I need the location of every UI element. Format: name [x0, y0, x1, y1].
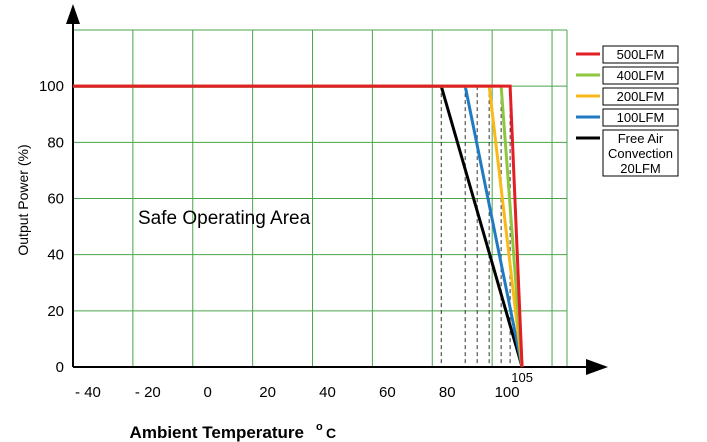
legend-box — [602, 108, 679, 127]
axes — [66, 4, 608, 375]
x-axis-arrow — [586, 359, 608, 375]
x-tick-label: 40 — [319, 384, 336, 401]
x-tick-label: 60 — [379, 384, 396, 401]
x-end-label: 105 — [511, 370, 533, 385]
y-axis-label: Output Power (%) — [15, 144, 31, 255]
safe-operating-area-label: Safe Operating Area — [138, 208, 311, 229]
y-tick-label: 0 — [56, 359, 64, 376]
y-tick-label: 80 — [47, 134, 64, 151]
legend-box — [602, 129, 679, 177]
legend-label: 200LFM — [617, 89, 665, 104]
x-tick-label: - 40 — [75, 384, 101, 401]
legend-label: Convection — [608, 146, 673, 161]
x-tick-label: 0 — [204, 384, 212, 401]
legend: 500LFM 400LFM 200LFM 100LFM Free AirConvecti… — [576, 45, 679, 177]
x-axis-unit-superscript: o — [316, 421, 323, 433]
y-axis-arrow — [66, 4, 80, 24]
legend-label: 400LFM — [617, 68, 665, 83]
x-axis-label: Ambient Temperature — [130, 423, 304, 442]
x-tick-label: 100 — [495, 384, 520, 401]
y-tick-label: 40 — [47, 247, 64, 264]
series-line — [73, 84, 524, 368]
legend-label: 100LFM — [617, 110, 665, 125]
legend-box — [602, 66, 679, 85]
x-tick-label: 80 — [439, 384, 456, 401]
legend-label: Free Air — [618, 131, 664, 146]
series-lines — [73, 84, 524, 368]
legend-label: 20LFM — [620, 161, 660, 176]
y-tick-label: 20 — [47, 303, 64, 320]
legend-box — [602, 45, 679, 64]
x-tick-label: - 20 — [135, 384, 161, 401]
y-tick-label: 60 — [47, 191, 64, 208]
y-tick-label: 100 — [39, 78, 64, 95]
legend-box — [602, 87, 679, 106]
legend-label: 500LFM — [617, 47, 665, 62]
x-tick-label: 20 — [259, 384, 276, 401]
x-axis-unit: C — [326, 425, 336, 441]
